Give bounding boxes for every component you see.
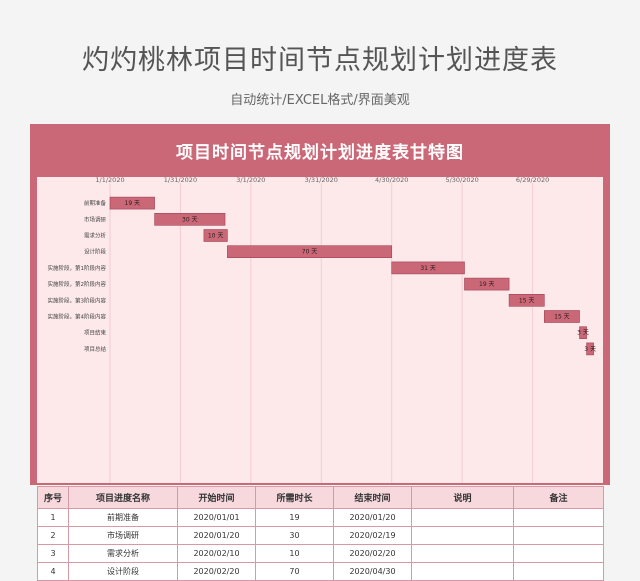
table-cell[interactable]: 2020/01/01	[177, 508, 256, 527]
table-cell[interactable]: 需求分析	[68, 544, 178, 563]
table-cell[interactable]: 19	[255, 508, 334, 527]
gantt-bar-label: 3 天	[577, 330, 589, 337]
gantt-bar-label: 70 天	[302, 249, 318, 256]
gantt-category-label: 前期准备	[84, 199, 107, 207]
gantt-bar-label: 15 天	[554, 314, 570, 321]
gantt-category-label: 实施阶段，第1阶段内容	[47, 264, 106, 272]
gantt-bar-label: 19 天	[479, 281, 495, 288]
gantt-x-tick-label: 5/30/2020	[445, 177, 478, 184]
gantt-x-tick-label: 3/1/2020	[236, 177, 265, 184]
table-cell[interactable]	[513, 562, 604, 581]
column-header: 说明	[411, 486, 514, 509]
gantt-bar	[579, 326, 587, 339]
gantt-x-tick-label: 1/1/2020	[95, 177, 124, 184]
gantt-bar-label: 30 天	[182, 216, 198, 223]
gantt-bar-label: 19 天	[125, 200, 141, 207]
gantt-x-tick-label: 6/29/2020	[516, 177, 549, 184]
gantt-bar	[464, 277, 510, 291]
gantt-bar-label: 31 天	[420, 265, 436, 272]
gantt-category-label: 设计阶段	[84, 248, 107, 256]
gantt-category-label: 市场调研	[84, 215, 107, 223]
gantt-category-label: 实施阶段，第4阶段内容	[47, 313, 106, 321]
table-row: 2 市场调研 2020/01/20 30 2020/02/19	[37, 526, 604, 545]
page-subheadline: 自动统计/EXCEL格式/界面美观	[230, 93, 410, 108]
table-cell[interactable]: 70	[255, 562, 334, 581]
table-header-row: 序号 项目进度名称 开始时间 所需时长 结束时间 说明 备注	[37, 486, 604, 509]
table-cell[interactable]: 2020/02/10	[177, 544, 256, 563]
column-header: 所需时长	[255, 486, 334, 509]
table-cell[interactable]: 10	[255, 544, 334, 563]
gantt-category-label: 项目总结	[84, 345, 107, 353]
column-header: 结束时间	[333, 486, 412, 509]
table-row: 4 设计阶段 2020/02/20 70 2020/04/30	[37, 562, 604, 581]
table-row: 1 前期准备 2020/01/01 19 2020/01/20	[37, 508, 604, 527]
table-cell[interactable]	[411, 544, 514, 563]
gantt-bar	[544, 310, 580, 323]
table-cell[interactable]: 2020/02/20	[333, 544, 412, 563]
gantt-chart-svg: 1/1/2020 1/31/2020 3/1/2020 3/31/2020 4/30/2…	[47, 177, 596, 483]
table-cell[interactable]: 2020/04/30	[333, 562, 412, 581]
gantt-x-tick-label: 4/30/2020	[375, 177, 408, 184]
gantt-bar-label: 10 天	[208, 233, 224, 240]
table-cell[interactable]: 2	[37, 526, 69, 545]
gantt-category-label: 实施阶段，第2阶段内容	[47, 280, 106, 288]
gantt-bar-label: 3 天	[584, 346, 596, 353]
table-cell[interactable]	[411, 562, 514, 581]
gantt-x-tick-label: 1/31/2020	[164, 177, 197, 184]
column-header: 开始时间	[177, 486, 256, 509]
table-cell[interactable]	[513, 544, 604, 563]
table-cell[interactable]: 2020/02/20	[177, 562, 256, 581]
column-header: 序号	[37, 486, 69, 509]
gantt-bar	[391, 261, 465, 275]
table-cell[interactable]: 2020/01/20	[333, 508, 412, 527]
gantt-category-label: 实施阶段，第3阶段内容	[47, 296, 106, 304]
column-header: 项目进度名称	[68, 486, 178, 509]
table-cell[interactable]	[411, 508, 514, 527]
table-cell[interactable]: 2020/01/20	[177, 526, 256, 545]
column-header: 备注	[513, 486, 604, 509]
gantt-bar	[154, 212, 226, 226]
gantt-bar	[586, 342, 594, 356]
gantt-bar	[109, 196, 155, 210]
table-cell[interactable]	[513, 526, 604, 545]
gantt-bar-label: 15 天	[519, 297, 535, 304]
gantt-bar	[227, 245, 393, 258]
table-cell[interactable]	[513, 508, 604, 527]
chart-title: 项目时间节点规划计划进度表甘特图	[176, 143, 464, 163]
table-cell[interactable]: 1	[37, 508, 69, 527]
gantt-bar	[203, 229, 228, 242]
table-cell[interactable]: 30	[255, 526, 334, 545]
gantt-category-label: 项目结束	[84, 329, 107, 337]
gantt-bar	[508, 294, 545, 307]
page-headline: 灼灼桃林项目时间节点规划计划进度表	[82, 45, 558, 76]
gantt-x-tick-label: 3/31/2020	[305, 177, 338, 184]
schedule-table: 序号 项目进度名称 开始时间 所需时长 结束时间 说明 备注 1 前期准备 20…	[37, 486, 604, 581]
spreadsheet-panel: 项目时间节点规划计划进度表甘特图 1/1/2020 1/31/2020 3/1/20…	[30, 124, 610, 581]
table-cell[interactable]: 2020/02/19	[333, 526, 412, 545]
table-cell[interactable]: 市场调研	[68, 526, 178, 545]
table-cell[interactable]: 4	[37, 562, 69, 581]
gantt-category-label: 需求分析	[84, 232, 107, 240]
table-cell[interactable]: 3	[37, 544, 69, 563]
table-cell[interactable]	[411, 526, 514, 545]
table-row: 3 需求分析 2020/02/10 10 2020/02/20	[37, 544, 604, 563]
table-cell[interactable]: 设计阶段	[68, 562, 178, 581]
gantt-chart: 1/1/2020 1/31/2020 3/1/2020 3/31/2020 4/30/2…	[37, 177, 603, 483]
table-cell[interactable]: 前期准备	[68, 508, 178, 527]
